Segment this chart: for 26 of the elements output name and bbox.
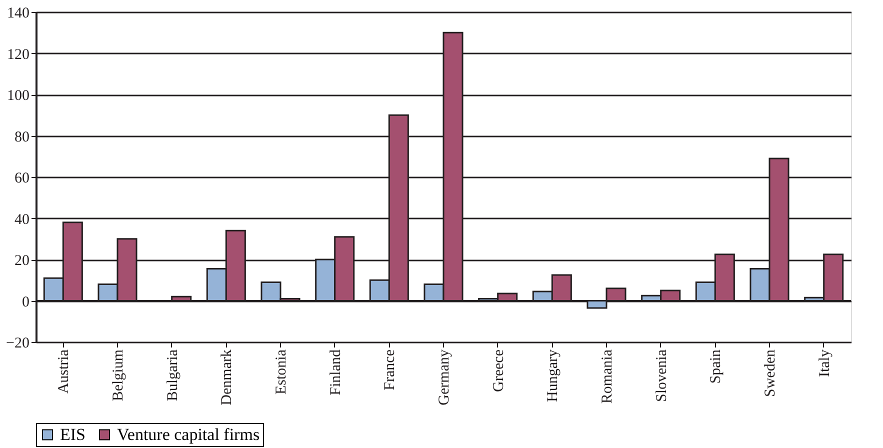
- legend-label: EIS: [60, 424, 86, 444]
- x-tick-label: Sweden: [762, 349, 778, 397]
- x-tick-label: Greece: [490, 349, 507, 392]
- y-tick-label: −20: [6, 336, 30, 352]
- x-tick-label: Estonia: [274, 349, 290, 394]
- y-tick-label: 40: [14, 212, 30, 228]
- y-tick-label: 20: [14, 253, 30, 269]
- y-tick-label: 60: [14, 170, 30, 186]
- x-tick-label: Slovenia: [654, 349, 670, 402]
- x-tick-label: Bulgaria: [164, 349, 181, 402]
- x-tick-label: Denmark: [219, 349, 236, 406]
- x-tick-label: Italy: [816, 349, 833, 377]
- x-tick-label: Finland: [328, 349, 344, 396]
- x-tick-label: Romania: [600, 349, 616, 404]
- x-tick-label: Belgium: [110, 349, 126, 402]
- y-tick-label: 80: [14, 129, 30, 146]
- x-tick-label: Hungary: [545, 349, 562, 402]
- y-tick-label: 140: [7, 6, 30, 22]
- y-tick-label: 0: [22, 294, 30, 310]
- x-tick-label: Spain: [708, 349, 724, 384]
- y-tick-label: 120: [7, 46, 30, 63]
- x-tick-label: Austria: [56, 349, 72, 394]
- y-tick-label: 100: [7, 88, 30, 104]
- legend-label: Venture capital firms: [117, 424, 260, 444]
- x-tick-label: France: [382, 349, 398, 390]
- x-tick-label: Germany: [436, 349, 452, 406]
